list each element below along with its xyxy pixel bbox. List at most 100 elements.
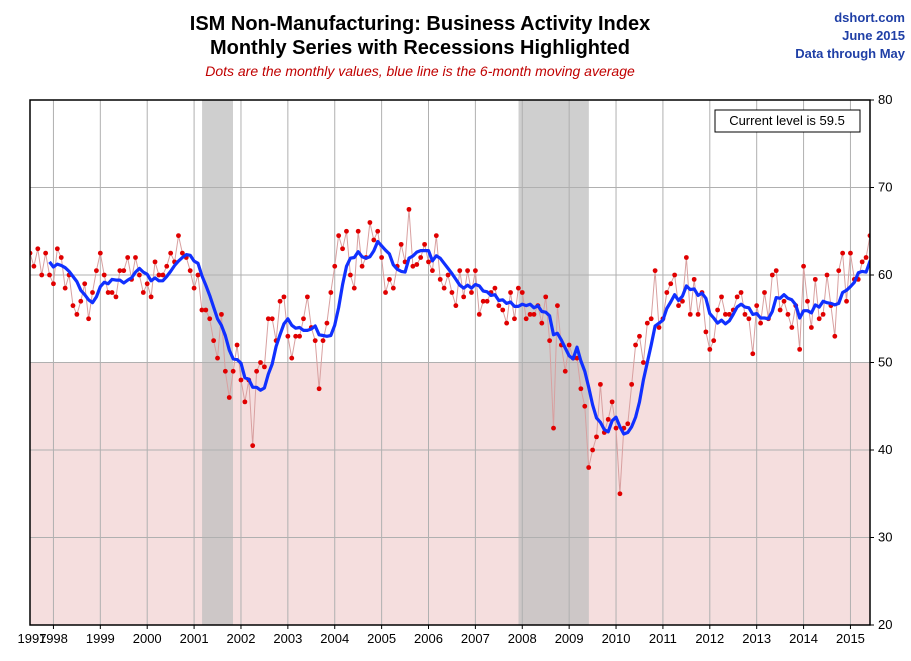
- monthly-dot: [457, 268, 462, 273]
- monthly-dot: [82, 281, 87, 286]
- monthly-dot: [524, 316, 529, 321]
- monthly-dot: [469, 290, 474, 295]
- monthly-dot: [270, 316, 275, 321]
- monthly-dot: [110, 290, 115, 295]
- monthly-dot: [668, 281, 673, 286]
- monthly-dot: [750, 351, 755, 356]
- monthly-dot: [504, 321, 509, 326]
- monthly-dot: [520, 290, 525, 295]
- monthly-dot: [121, 268, 126, 273]
- x-tick-label: 2006: [414, 631, 443, 646]
- monthly-dot: [832, 334, 837, 339]
- monthly-dot: [141, 290, 146, 295]
- monthly-dot: [414, 262, 419, 267]
- monthly-dot: [672, 273, 677, 278]
- monthly-dot: [825, 273, 830, 278]
- x-tick-label: 2007: [461, 631, 490, 646]
- chart-title-line2: Monthly Series with Recessions Highlight…: [210, 37, 630, 59]
- monthly-dot: [35, 246, 40, 251]
- x-tick-label: 1998: [39, 631, 68, 646]
- monthly-dot: [614, 426, 619, 431]
- monthly-dot: [735, 294, 740, 299]
- monthly-dot: [98, 251, 103, 256]
- x-tick-label: 2003: [273, 631, 302, 646]
- monthly-dot: [51, 281, 56, 286]
- monthly-dot: [598, 382, 603, 387]
- monthly-dot: [211, 338, 216, 343]
- monthly-dot: [379, 255, 384, 260]
- monthly-dot: [684, 255, 689, 260]
- monthly-dot: [63, 286, 68, 291]
- monthly-dot: [770, 273, 775, 278]
- monthly-dot: [239, 378, 244, 383]
- x-tick-label: 2001: [180, 631, 209, 646]
- y-tick-label: 40: [878, 442, 892, 457]
- monthly-dot: [32, 264, 37, 269]
- x-tick-label: 2008: [508, 631, 537, 646]
- monthly-dot: [465, 268, 470, 273]
- monthly-dot: [383, 290, 388, 295]
- monthly-dot: [102, 273, 107, 278]
- monthly-dot: [836, 268, 841, 273]
- monthly-dot: [387, 277, 392, 282]
- contraction-zone: [30, 363, 870, 626]
- x-tick-label: 2015: [836, 631, 865, 646]
- monthly-dot: [321, 338, 326, 343]
- monthly-dot: [594, 434, 599, 439]
- monthly-dot: [778, 308, 783, 313]
- monthly-dot: [512, 316, 517, 321]
- monthly-dot: [789, 325, 794, 330]
- monthly-dot: [94, 268, 99, 273]
- monthly-dot: [371, 238, 376, 243]
- monthly-dot: [801, 264, 806, 269]
- monthly-dot: [477, 312, 482, 317]
- monthly-dot: [114, 294, 119, 299]
- monthly-dot: [227, 395, 232, 400]
- y-tick-label: 80: [878, 92, 892, 107]
- monthly-dot: [446, 273, 451, 278]
- monthly-dot: [47, 273, 52, 278]
- x-tick-label: 2002: [227, 631, 256, 646]
- monthly-dot: [325, 321, 330, 326]
- x-tick-label: 2012: [695, 631, 724, 646]
- monthly-dot: [86, 316, 91, 321]
- monthly-dot: [805, 299, 810, 304]
- monthly-dot: [282, 294, 287, 299]
- monthly-dot: [707, 347, 712, 352]
- monthly-dot: [254, 369, 259, 374]
- monthly-dot: [426, 259, 431, 264]
- monthly-dot: [758, 321, 763, 326]
- monthly-dot: [688, 312, 693, 317]
- monthly-dot: [516, 286, 521, 291]
- monthly-dot: [633, 343, 638, 348]
- monthly-dot: [762, 290, 767, 295]
- monthly-dot: [262, 364, 267, 369]
- monthly-dot: [821, 312, 826, 317]
- monthly-dot: [340, 246, 345, 251]
- monthly-dot: [215, 356, 220, 361]
- monthly-dot: [399, 242, 404, 247]
- monthly-dot: [219, 312, 224, 317]
- monthly-dot: [39, 273, 44, 278]
- monthly-dot: [59, 255, 64, 260]
- monthly-dot: [297, 334, 302, 339]
- x-tick-label: 2004: [320, 631, 349, 646]
- monthly-dot: [207, 316, 212, 321]
- monthly-dot: [328, 290, 333, 295]
- y-tick-label: 60: [878, 267, 892, 282]
- monthly-dot: [442, 286, 447, 291]
- monthly-dot: [90, 290, 95, 295]
- monthly-dot: [176, 233, 181, 238]
- monthly-dot: [461, 294, 466, 299]
- chart-container: 2030405060708019971998199920002001200220…: [0, 0, 911, 661]
- monthly-dot: [450, 290, 455, 295]
- attribution-site: dshort.com: [834, 10, 905, 25]
- monthly-dot: [289, 356, 294, 361]
- monthly-dot: [786, 312, 791, 317]
- monthly-dot: [71, 303, 76, 308]
- monthly-dot: [539, 321, 544, 326]
- monthly-dot: [641, 360, 646, 365]
- x-tick-label: 2011: [649, 631, 677, 646]
- monthly-dot: [485, 299, 490, 304]
- monthly-dot: [610, 399, 615, 404]
